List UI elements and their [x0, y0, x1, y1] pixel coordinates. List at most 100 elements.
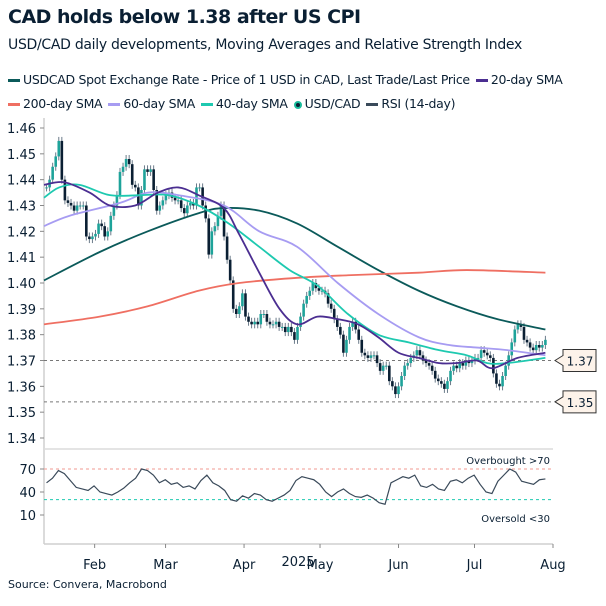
candle-body — [91, 236, 94, 240]
series-line — [43, 191, 546, 357]
candle-body — [124, 159, 128, 167]
level-callout — [554, 390, 597, 414]
candle-body — [427, 363, 431, 366]
candle-body — [225, 236, 229, 260]
legend-swatch — [108, 103, 121, 106]
candle-body — [492, 357, 495, 374]
legend-item: 200-day SMA — [8, 92, 103, 116]
chart-subtitle: USD/CAD daily developments, Moving Avera… — [8, 37, 522, 53]
candle-body — [314, 283, 318, 289]
candle-body — [360, 339, 364, 353]
candle-body — [464, 360, 468, 366]
candle-body — [363, 352, 367, 356]
legend-swatch — [366, 103, 379, 106]
candle-body — [351, 321, 354, 327]
candle-body — [283, 326, 287, 333]
candle-body — [326, 293, 330, 304]
candle-body — [195, 187, 198, 206]
candle-body — [443, 383, 446, 389]
candle-body — [118, 171, 122, 196]
legend-item: RSI (14-day) — [366, 92, 456, 116]
candle-body — [332, 308, 336, 320]
candle-body — [244, 293, 247, 317]
candle-body — [348, 326, 351, 340]
legend-item: 20-day SMA — [475, 68, 563, 92]
candle-body — [179, 200, 183, 209]
candle-body — [253, 321, 256, 325]
legend-swatch — [293, 100, 302, 109]
candle-body — [85, 205, 88, 237]
candle-body — [103, 226, 106, 237]
candle-body — [280, 326, 284, 328]
candle-body — [143, 169, 146, 190]
candle-body — [498, 383, 501, 387]
candle-body — [430, 365, 434, 371]
candle-body — [173, 197, 177, 201]
legend-label: 60-day SMA — [123, 96, 195, 111]
candle-body — [115, 195, 119, 206]
candle-body — [133, 184, 137, 188]
candle-body — [247, 316, 250, 322]
y-tick-label: 1.44 — [7, 174, 36, 189]
y-tick-label: 1.39 — [7, 303, 36, 318]
candle-body — [317, 288, 321, 291]
legend-label: RSI (14-day) — [381, 96, 456, 111]
candle-body — [397, 386, 400, 395]
candle-body — [384, 365, 388, 367]
x-tick-label: Jul — [466, 558, 483, 573]
candle-body — [216, 215, 220, 227]
candle-body — [57, 140, 61, 157]
candle-body — [287, 326, 290, 333]
candle-body — [213, 226, 217, 232]
year-label: 2025 — [281, 555, 314, 570]
y-tick-label: 1.36 — [7, 380, 36, 395]
x-tick-label: May — [307, 558, 334, 573]
candle-body — [293, 332, 296, 340]
candle-body — [424, 360, 428, 364]
candle-body — [455, 365, 458, 369]
candle-body — [189, 202, 192, 206]
candle-body — [357, 329, 361, 340]
candle-body — [522, 326, 526, 340]
candle-body — [69, 202, 73, 206]
legend-label: 40-day SMA — [215, 96, 288, 111]
x-tick-label: Mar — [153, 558, 178, 573]
x-tick-label: Feb — [83, 558, 106, 573]
candle-body — [149, 169, 152, 172]
candle-body — [415, 350, 419, 356]
candle-body — [482, 350, 486, 353]
candle-body — [440, 381, 443, 384]
candle-body — [176, 200, 180, 202]
candle-body — [109, 215, 113, 232]
candle-body — [449, 370, 452, 382]
candle-body — [329, 303, 333, 309]
y-tick-label: 1.42 — [7, 225, 36, 240]
x-tick-label: Apr — [233, 558, 256, 573]
level-label: 1.35 — [567, 396, 594, 410]
candle-body — [418, 350, 422, 356]
candle-body — [366, 355, 370, 358]
candle-body — [476, 357, 480, 359]
rsi-tick-label: 40 — [19, 486, 36, 501]
candle-body — [461, 363, 465, 366]
candle-body — [250, 321, 253, 325]
candle-body — [78, 205, 82, 207]
candle-body — [507, 355, 510, 366]
candle-body — [544, 339, 547, 345]
candle-body — [388, 365, 391, 382]
candle-body — [112, 205, 116, 216]
candle-body — [302, 303, 305, 317]
candle-body — [238, 306, 241, 314]
candle-body — [470, 360, 474, 364]
candle-body — [256, 321, 260, 325]
candle-body — [271, 324, 275, 326]
candle-body — [421, 355, 425, 361]
x-tick-label: Aug — [540, 558, 565, 573]
candle-body — [158, 205, 162, 211]
candle-body — [369, 355, 373, 358]
candle-body — [198, 187, 201, 189]
candle-body — [311, 283, 315, 291]
candle-body — [219, 205, 223, 216]
candle-body — [394, 386, 397, 395]
legend-label: USDCAD Spot Exchange Rate - Price of 1 U… — [23, 72, 470, 87]
